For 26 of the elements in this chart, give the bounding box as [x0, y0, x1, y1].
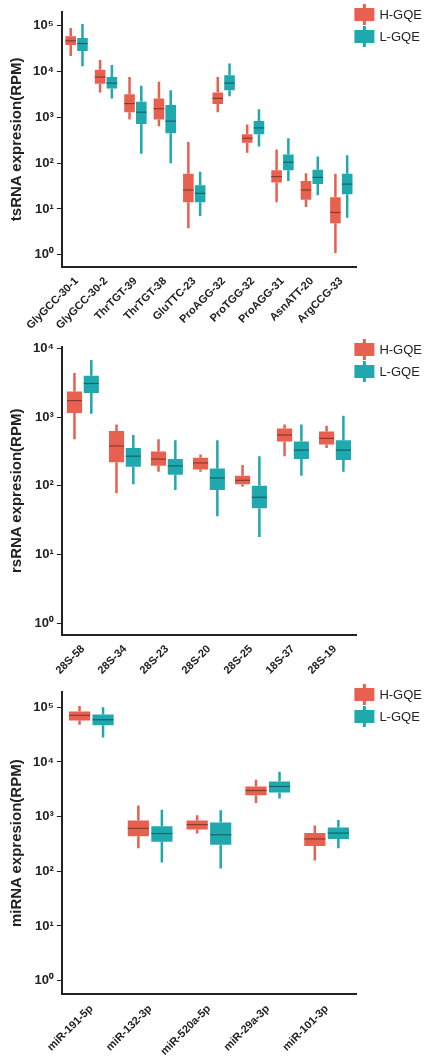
y-tick-label: 10⁵: [33, 698, 54, 714]
y-tick-label: 10⁰: [34, 972, 54, 988]
y-tick-label: 10¹: [35, 546, 54, 562]
y-tick-label: 10⁰: [34, 246, 54, 262]
y-tick-label: 10²: [35, 862, 55, 878]
legend-label: H-GQE: [379, 341, 423, 357]
y-tick-label: 10⁴: [33, 340, 54, 356]
y-axis-title: rsRNA expresion(RPM): [7, 408, 25, 574]
legend-label: L-GQE: [379, 363, 421, 379]
y-tick-label: 10³: [35, 808, 55, 824]
y-tick-label: 10³: [35, 408, 55, 424]
y-tick-label: 10²: [35, 154, 55, 170]
legend-label: H-GQE: [379, 686, 423, 702]
y-tick-label: 10³: [35, 108, 55, 124]
legend-label: L-GQE: [379, 708, 421, 724]
y-tick-label: 10⁴: [33, 753, 54, 769]
y-tick-label: 10⁰: [34, 614, 54, 630]
legend-label: H-GQE: [379, 6, 423, 22]
y-axis-title: miRNA expresion(RPM): [7, 759, 25, 928]
y-tick-label: 10¹: [35, 917, 54, 933]
legend-label: L-GQE: [379, 28, 421, 44]
y-tick-label: 10⁵: [33, 17, 54, 33]
y-axis-title: tsRNA expresion(RPM): [7, 57, 25, 222]
y-tick-label: 10⁴: [33, 63, 54, 79]
y-tick-label: 10¹: [35, 200, 54, 216]
y-tick-label: 10²: [35, 477, 55, 493]
